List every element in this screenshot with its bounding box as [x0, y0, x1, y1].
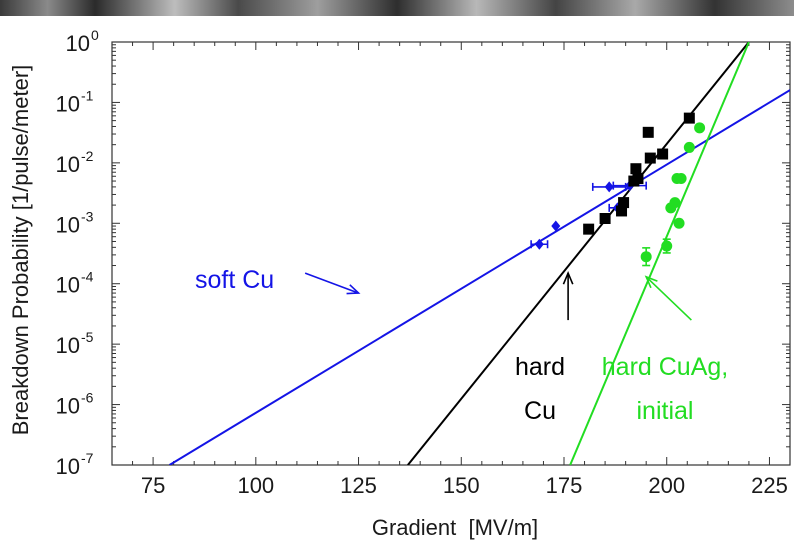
- y-tick-label: 10: [56, 454, 80, 479]
- square-marker: [632, 173, 644, 185]
- x-tick-label: 75: [141, 473, 165, 498]
- y-tick-exponent: -7: [81, 450, 94, 466]
- y-tick-exponent: -6: [81, 390, 94, 406]
- y-axis-title: Breakdown Probability [1/pulse/meter]: [8, 65, 33, 436]
- y-tick-exponent: 0: [91, 27, 99, 43]
- square-marker: [683, 112, 695, 124]
- circle-marker: [683, 141, 695, 153]
- annotation-arrowhead: [644, 275, 658, 289]
- y-tick-label: 10: [56, 212, 80, 237]
- x-tick-label: 200: [648, 473, 685, 498]
- circle-marker: [640, 251, 652, 263]
- square-marker: [657, 148, 669, 160]
- square-marker: [642, 126, 654, 138]
- y-tick-exponent: -5: [81, 329, 94, 345]
- annotation-arrow: [304, 272, 359, 294]
- square-marker: [616, 205, 628, 217]
- diamond-marker: [551, 220, 561, 232]
- data-points: [530, 112, 706, 267]
- y-tick-label: 10: [66, 31, 90, 56]
- square-marker: [599, 213, 611, 225]
- y-tick-exponent: -3: [81, 208, 94, 224]
- x-tick-label: 125: [340, 473, 377, 498]
- y-tick-label: 10: [56, 333, 80, 358]
- square-marker: [618, 197, 630, 209]
- annotation-arrowhead: [346, 284, 361, 295]
- x-tick-label: 175: [546, 473, 583, 498]
- annotation-arrow: [645, 276, 692, 321]
- x-tick-label: 225: [751, 473, 788, 498]
- y-tick-exponent: -1: [81, 87, 94, 103]
- annotation-label: hard CuAg,: [602, 353, 728, 381]
- circle-marker: [661, 240, 673, 252]
- annotation-arrowhead: [562, 271, 574, 285]
- y-tick-exponent: -4: [81, 269, 94, 285]
- circle-marker: [669, 197, 681, 209]
- circle-marker: [673, 217, 685, 229]
- plot-frame: [111, 41, 791, 466]
- circle-marker: [675, 173, 687, 185]
- diamond-marker: [534, 238, 544, 250]
- y-tick-label: 10: [56, 394, 80, 419]
- diamond-marker: [604, 181, 614, 193]
- plot-border: [111, 41, 791, 466]
- photo-strip-background: [0, 0, 794, 16]
- fit-lines: [169, 42, 790, 465]
- y-tick-exponent: -2: [81, 148, 94, 164]
- annotation-label: Cu: [524, 397, 556, 425]
- annotation-label: hard: [515, 353, 565, 381]
- x-axis-title: Gradient [MV/m]: [372, 515, 538, 540]
- fit-line: [407, 42, 750, 465]
- x-tick-label: 100: [237, 473, 274, 498]
- y-tick-label: 10: [56, 152, 80, 177]
- square-marker: [630, 163, 642, 175]
- x-tick-label: 150: [443, 473, 480, 498]
- annotation-label: soft Cu: [195, 266, 274, 294]
- square-marker: [644, 152, 656, 164]
- y-tick-label: 10: [56, 273, 80, 298]
- fit-line: [169, 89, 790, 465]
- fit-line: [569, 42, 750, 465]
- annotation-label: initial: [637, 397, 694, 425]
- square-marker: [583, 223, 595, 235]
- annotations: soft Cu hard Cu hard CuAg, initial: [195, 266, 728, 425]
- circle-marker: [694, 122, 706, 134]
- y-tick-label: 10: [56, 91, 80, 116]
